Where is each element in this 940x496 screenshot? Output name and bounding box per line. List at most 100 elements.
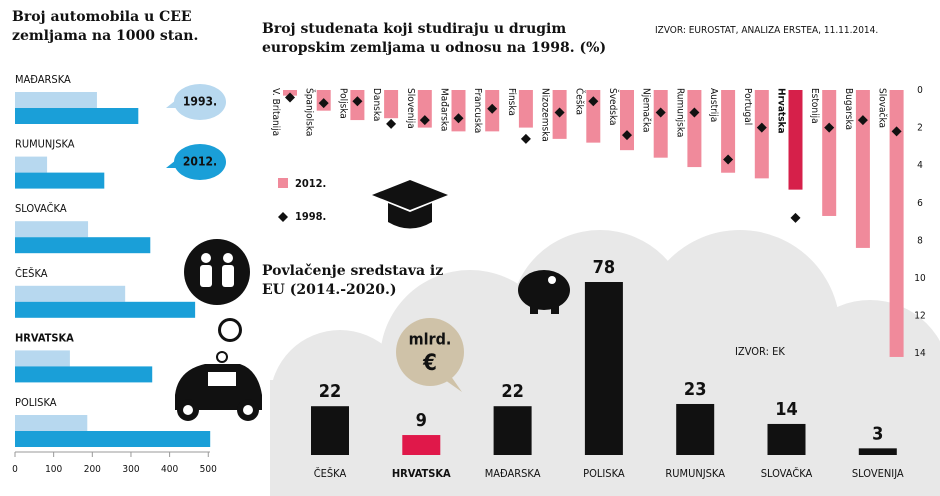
legend-swatch <box>278 212 288 222</box>
bar <box>384 90 399 119</box>
category-label: Rumunjska <box>674 88 685 137</box>
value-label: 22 <box>501 381 524 402</box>
x-tick-label: 500 <box>200 464 217 475</box>
legend-label: 2012. <box>183 155 217 169</box>
chart-title: Broj automobila u CEE zemljama na 1000 s… <box>12 9 199 44</box>
category-label: Bugarska <box>843 88 854 130</box>
legend-label: 2012. <box>295 177 326 190</box>
bar <box>15 92 97 108</box>
marker <box>790 212 801 223</box>
unit-label: € <box>422 351 437 376</box>
source: IZVOR: EUROSTAT, ANALIZA ERSTEA, 11.11.2… <box>655 25 878 36</box>
marker <box>756 122 767 133</box>
bar <box>858 448 897 455</box>
bar <box>855 90 870 248</box>
marker <box>487 103 498 114</box>
value-label: 78 <box>593 257 616 278</box>
bar <box>15 221 89 238</box>
chart-title: Povlačenje sredstava iz EU (2014.-2020.) <box>262 263 444 298</box>
x-tick-label: 400 <box>161 464 178 475</box>
category-label: POLISKA <box>583 467 625 480</box>
y-tick-label: 10 <box>914 273 926 284</box>
value-label: 22 <box>319 381 342 402</box>
x-tick-label: 300 <box>122 464 139 475</box>
y-tick-label: 0 <box>917 85 923 96</box>
category-label: HRVATSKA <box>392 467 451 480</box>
source: IZVOR: EK <box>735 345 785 358</box>
y-tick-label: 6 <box>917 198 923 209</box>
legend-label: 1998. <box>295 210 326 223</box>
category-label: Francuska <box>472 88 483 133</box>
bar <box>15 172 105 189</box>
bar <box>687 90 702 168</box>
marker <box>554 107 565 118</box>
y-tick-label: 14 <box>914 348 926 359</box>
bar <box>15 431 211 447</box>
marker <box>655 107 666 118</box>
marker <box>285 92 295 103</box>
category-label: Mađarska <box>439 88 450 131</box>
y-tick-label: 8 <box>917 235 923 246</box>
value-label: 9 <box>416 410 427 431</box>
bar <box>721 90 736 173</box>
bar <box>15 285 126 302</box>
category-label: Slovačka <box>877 88 889 128</box>
legend-swatch <box>278 178 288 188</box>
category-label: Austrija <box>708 88 719 122</box>
x-tick-label: 200 <box>84 464 101 475</box>
bar <box>15 350 70 367</box>
y-tick-label: 12 <box>914 311 925 322</box>
bar <box>15 237 151 254</box>
category-label: MAĐARSKA <box>485 467 541 480</box>
bar <box>822 90 837 216</box>
value-label: 3 <box>872 423 883 444</box>
category-label: Finska <box>506 88 517 116</box>
x-tick-label: 100 <box>45 464 62 475</box>
category-label: Češka <box>573 88 586 115</box>
bar <box>493 406 532 455</box>
category-label: Njemačka <box>641 88 653 133</box>
category-label: Estonija <box>809 88 820 124</box>
marker <box>622 130 632 141</box>
marker <box>453 113 464 124</box>
marker <box>824 122 835 133</box>
marker <box>689 107 700 118</box>
category-label: Slovenija <box>405 88 416 129</box>
bar <box>451 90 466 132</box>
category-label: SLOVAČKA <box>761 467 813 480</box>
category-label: SLOVAČKA <box>15 202 67 215</box>
bar <box>402 435 441 455</box>
bar <box>518 90 533 128</box>
bar <box>586 90 601 143</box>
bar <box>15 366 153 383</box>
category-label: RUMUNJSKA <box>15 138 75 151</box>
category-label: RUMUNJSKA <box>665 467 725 480</box>
bar <box>584 282 623 455</box>
category-label: Švedska <box>607 88 620 126</box>
marker <box>318 98 329 109</box>
legend-label: 1993. <box>183 95 217 109</box>
category-label: ČEŠKA <box>314 467 347 480</box>
category-label: MAĐARSKA <box>15 73 71 86</box>
x-tick-label: 0 <box>12 464 18 475</box>
marker <box>588 96 599 107</box>
bar <box>754 90 769 179</box>
category-label: POLISKA <box>15 396 57 409</box>
marker <box>857 115 868 126</box>
bar <box>788 90 803 190</box>
category-label: HRVATSKA <box>15 331 74 344</box>
marker <box>520 133 531 144</box>
marker <box>386 118 397 129</box>
bar <box>767 423 806 455</box>
bar <box>676 403 715 455</box>
category-label: SLOVENIJA <box>852 467 904 480</box>
marker <box>723 154 734 165</box>
category-label: Portugal <box>742 88 753 125</box>
y-tick-label: 4 <box>917 160 923 171</box>
value-label: 23 <box>684 379 707 400</box>
value-label: 14 <box>775 399 798 420</box>
marker <box>891 126 902 137</box>
bar <box>620 90 634 151</box>
